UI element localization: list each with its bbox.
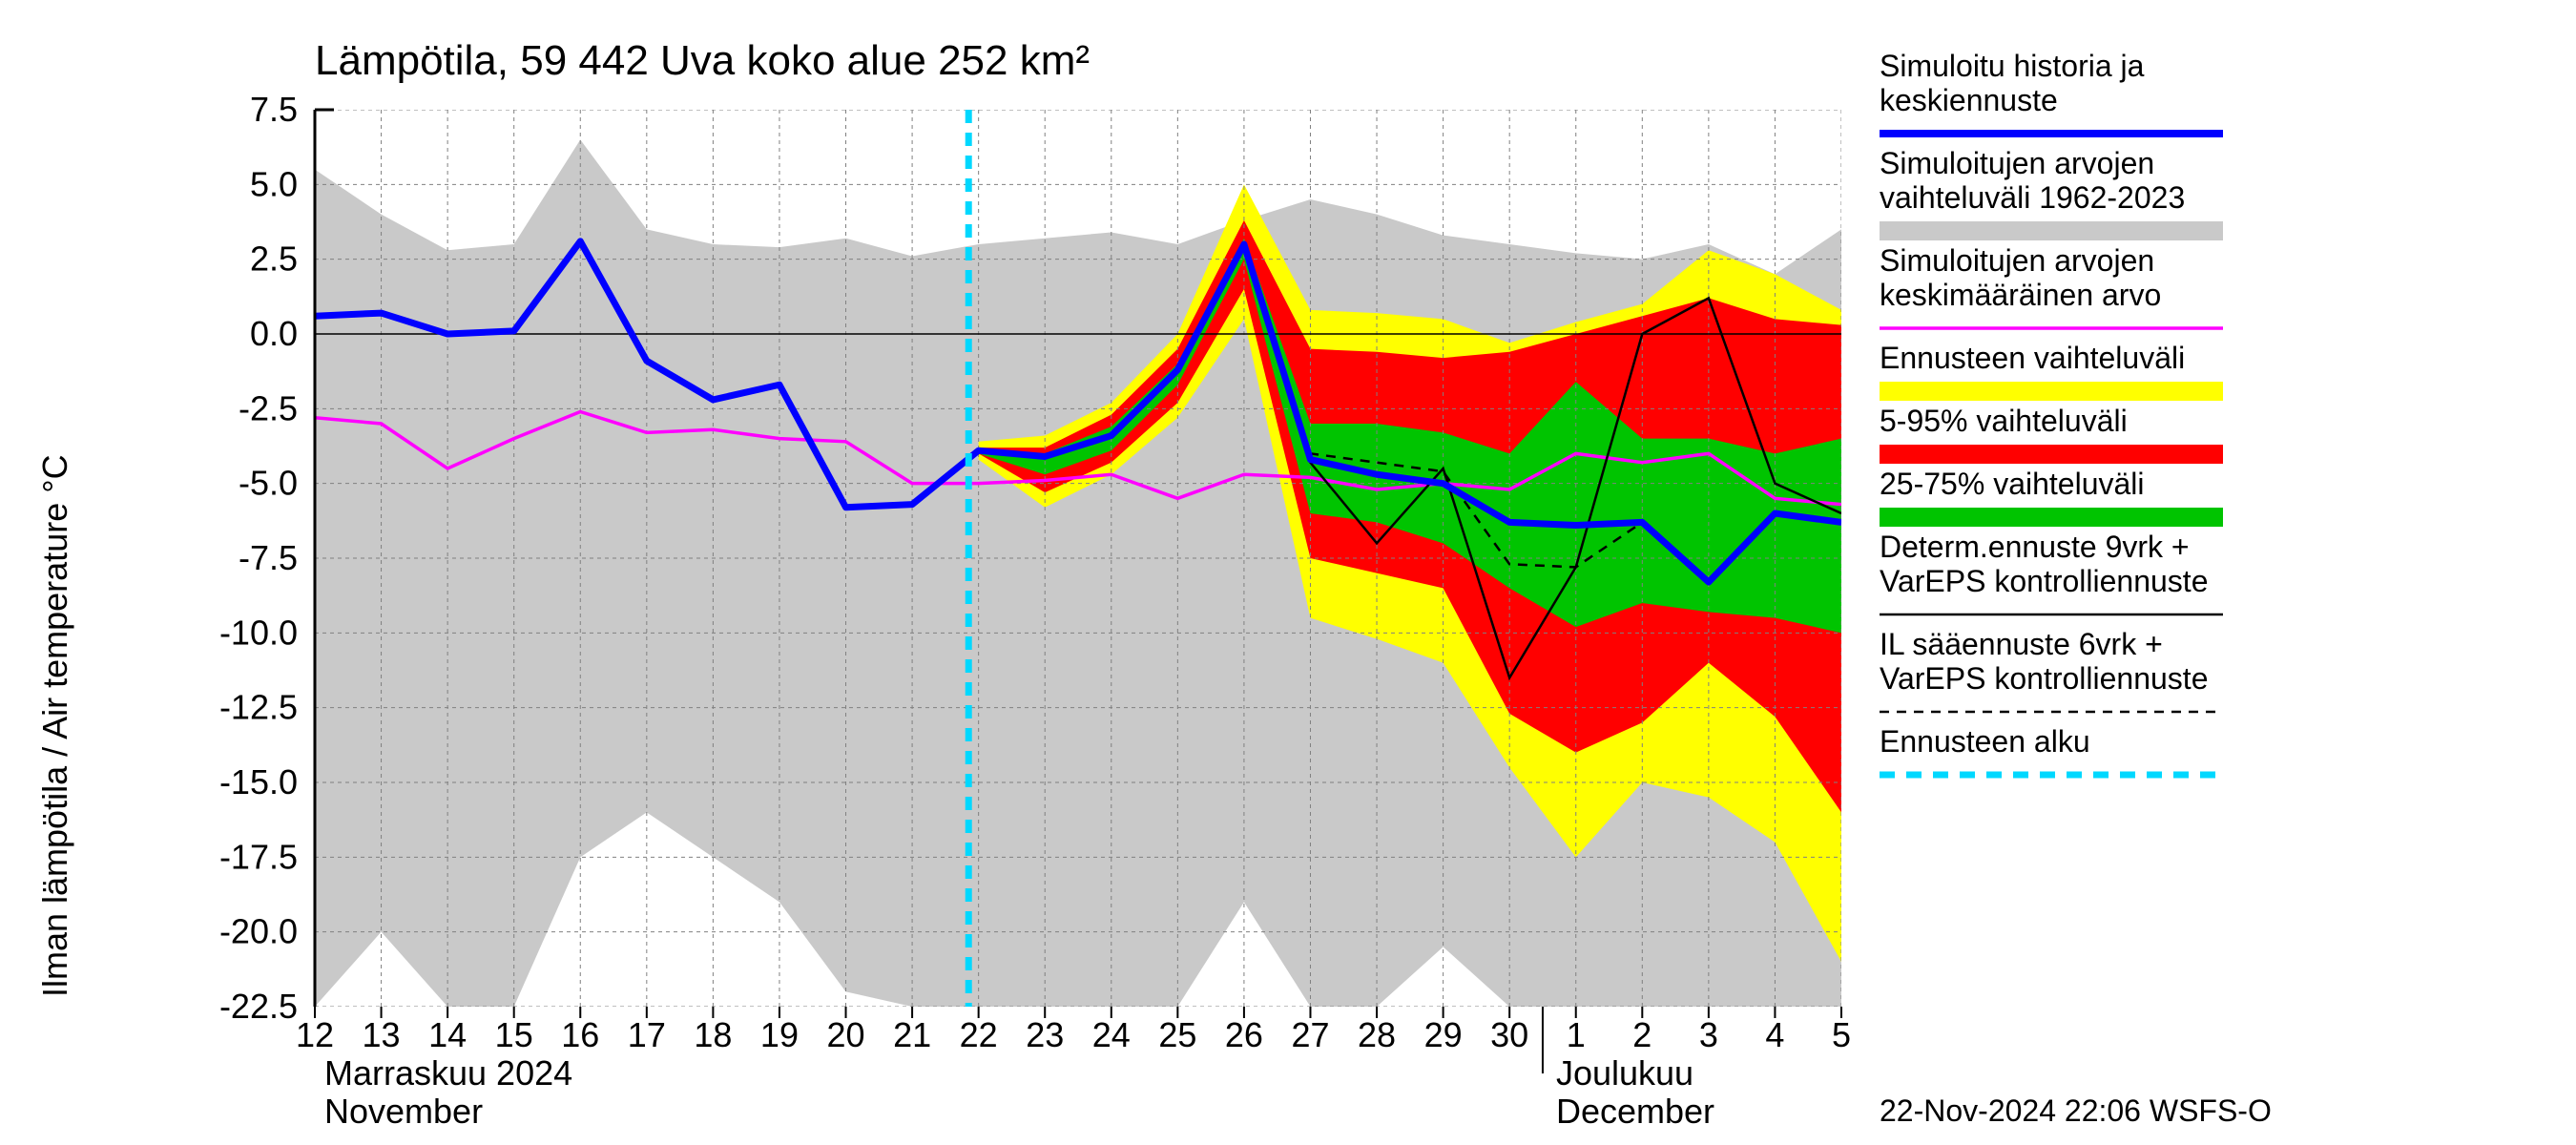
x-tick-label: 22 bbox=[960, 1015, 998, 1054]
y-tick-label: -10.0 bbox=[219, 613, 298, 652]
month2-label-en: December bbox=[1556, 1092, 1714, 1131]
x-tick-label: 19 bbox=[760, 1015, 799, 1054]
x-tick-label: 5 bbox=[1832, 1015, 1851, 1054]
x-tick-label: 29 bbox=[1424, 1015, 1463, 1054]
y-tick-label: -17.5 bbox=[219, 837, 298, 876]
month1-label-en: November bbox=[324, 1092, 483, 1131]
y-tick-label: 7.5 bbox=[250, 90, 298, 129]
x-tick-label: 21 bbox=[893, 1015, 931, 1054]
legend-label: vaihteluväli 1962-2023 bbox=[1880, 180, 2185, 215]
y-tick-label: 2.5 bbox=[250, 239, 298, 279]
month1-label-fi: Marraskuu 2024 bbox=[324, 1053, 572, 1093]
x-tick-label: 14 bbox=[428, 1015, 467, 1054]
legend-label: Ennusteen vaihteluväli bbox=[1880, 341, 2185, 375]
x-tick-label: 4 bbox=[1765, 1015, 1784, 1054]
x-tick-label: 27 bbox=[1291, 1015, 1329, 1054]
y-tick-label: -22.5 bbox=[219, 987, 298, 1026]
y-tick-label: -7.5 bbox=[239, 538, 298, 577]
y-tick-label: -15.0 bbox=[219, 762, 298, 802]
x-tick-label: 3 bbox=[1699, 1015, 1718, 1054]
legend-label: 25-75% vaihteluväli bbox=[1880, 467, 2145, 501]
legend-label: Simuloitu historia ja bbox=[1880, 49, 2145, 83]
y-axis-label-text: Ilman lämpötila / Air temperature °C bbox=[35, 454, 74, 997]
x-tick-label: 16 bbox=[561, 1015, 599, 1054]
y-tick-label: 5.0 bbox=[250, 164, 298, 203]
plot-area bbox=[315, 110, 1841, 1007]
x-tick-label: 1 bbox=[1567, 1015, 1586, 1054]
x-tick-label: 26 bbox=[1225, 1015, 1263, 1054]
legend-swatch bbox=[1880, 508, 2223, 527]
x-tick-label: 25 bbox=[1158, 1015, 1196, 1054]
legend-label: Determ.ennuste 9vrk + bbox=[1880, 530, 2190, 564]
legend-swatch bbox=[1880, 382, 2223, 401]
y-tick-label: -5.0 bbox=[239, 464, 298, 503]
legend-label: keskimääräinen arvo bbox=[1880, 278, 2161, 312]
month2-label-fi: Joulukuu bbox=[1556, 1053, 1693, 1093]
footer-timestamp: 22-Nov-2024 22:06 WSFS-O bbox=[1880, 1093, 2272, 1128]
legend-label: Simuloitujen arvojen bbox=[1880, 146, 2154, 180]
x-tick-label: 15 bbox=[495, 1015, 533, 1054]
x-tick-label: 20 bbox=[826, 1015, 864, 1054]
x-tick-label: 17 bbox=[628, 1015, 666, 1054]
y-tick-label: 0.0 bbox=[250, 314, 298, 353]
y-tick-label: -2.5 bbox=[239, 388, 298, 427]
legend-label: keskiennuste bbox=[1880, 83, 2058, 117]
legend-label: VarEPS kontrolliennuste bbox=[1880, 564, 2208, 598]
legend-label: IL sääennuste 6vrk + bbox=[1880, 627, 2163, 661]
x-tick-label: 24 bbox=[1092, 1015, 1131, 1054]
legend: Simuloitu historia jakeskiennuste Simuloi… bbox=[1880, 49, 2223, 775]
x-tick-label: 13 bbox=[363, 1015, 401, 1054]
y-tick-label: -12.5 bbox=[219, 688, 298, 727]
legend-swatch bbox=[1880, 221, 2223, 240]
x-tick-label: 23 bbox=[1026, 1015, 1064, 1054]
x-tick-label: 28 bbox=[1358, 1015, 1396, 1054]
legend-label: Simuloitujen arvojen bbox=[1880, 243, 2154, 278]
x-tick-label: 30 bbox=[1490, 1015, 1528, 1054]
legend-label: Ennusteen alku bbox=[1880, 724, 2090, 759]
legend-label: VarEPS kontrolliennuste bbox=[1880, 661, 2208, 696]
legend-swatch bbox=[1880, 445, 2223, 464]
chart-title-text: Lämpötila, 59 442 Uva koko alue 252 km² bbox=[315, 37, 1090, 84]
x-tick-label: 12 bbox=[296, 1015, 334, 1054]
x-tick-label: 2 bbox=[1632, 1015, 1652, 1054]
y-tick-label: -20.0 bbox=[219, 912, 298, 951]
x-tick-label: 18 bbox=[694, 1015, 732, 1054]
legend-label: 5-95% vaihteluväli bbox=[1880, 404, 2128, 438]
